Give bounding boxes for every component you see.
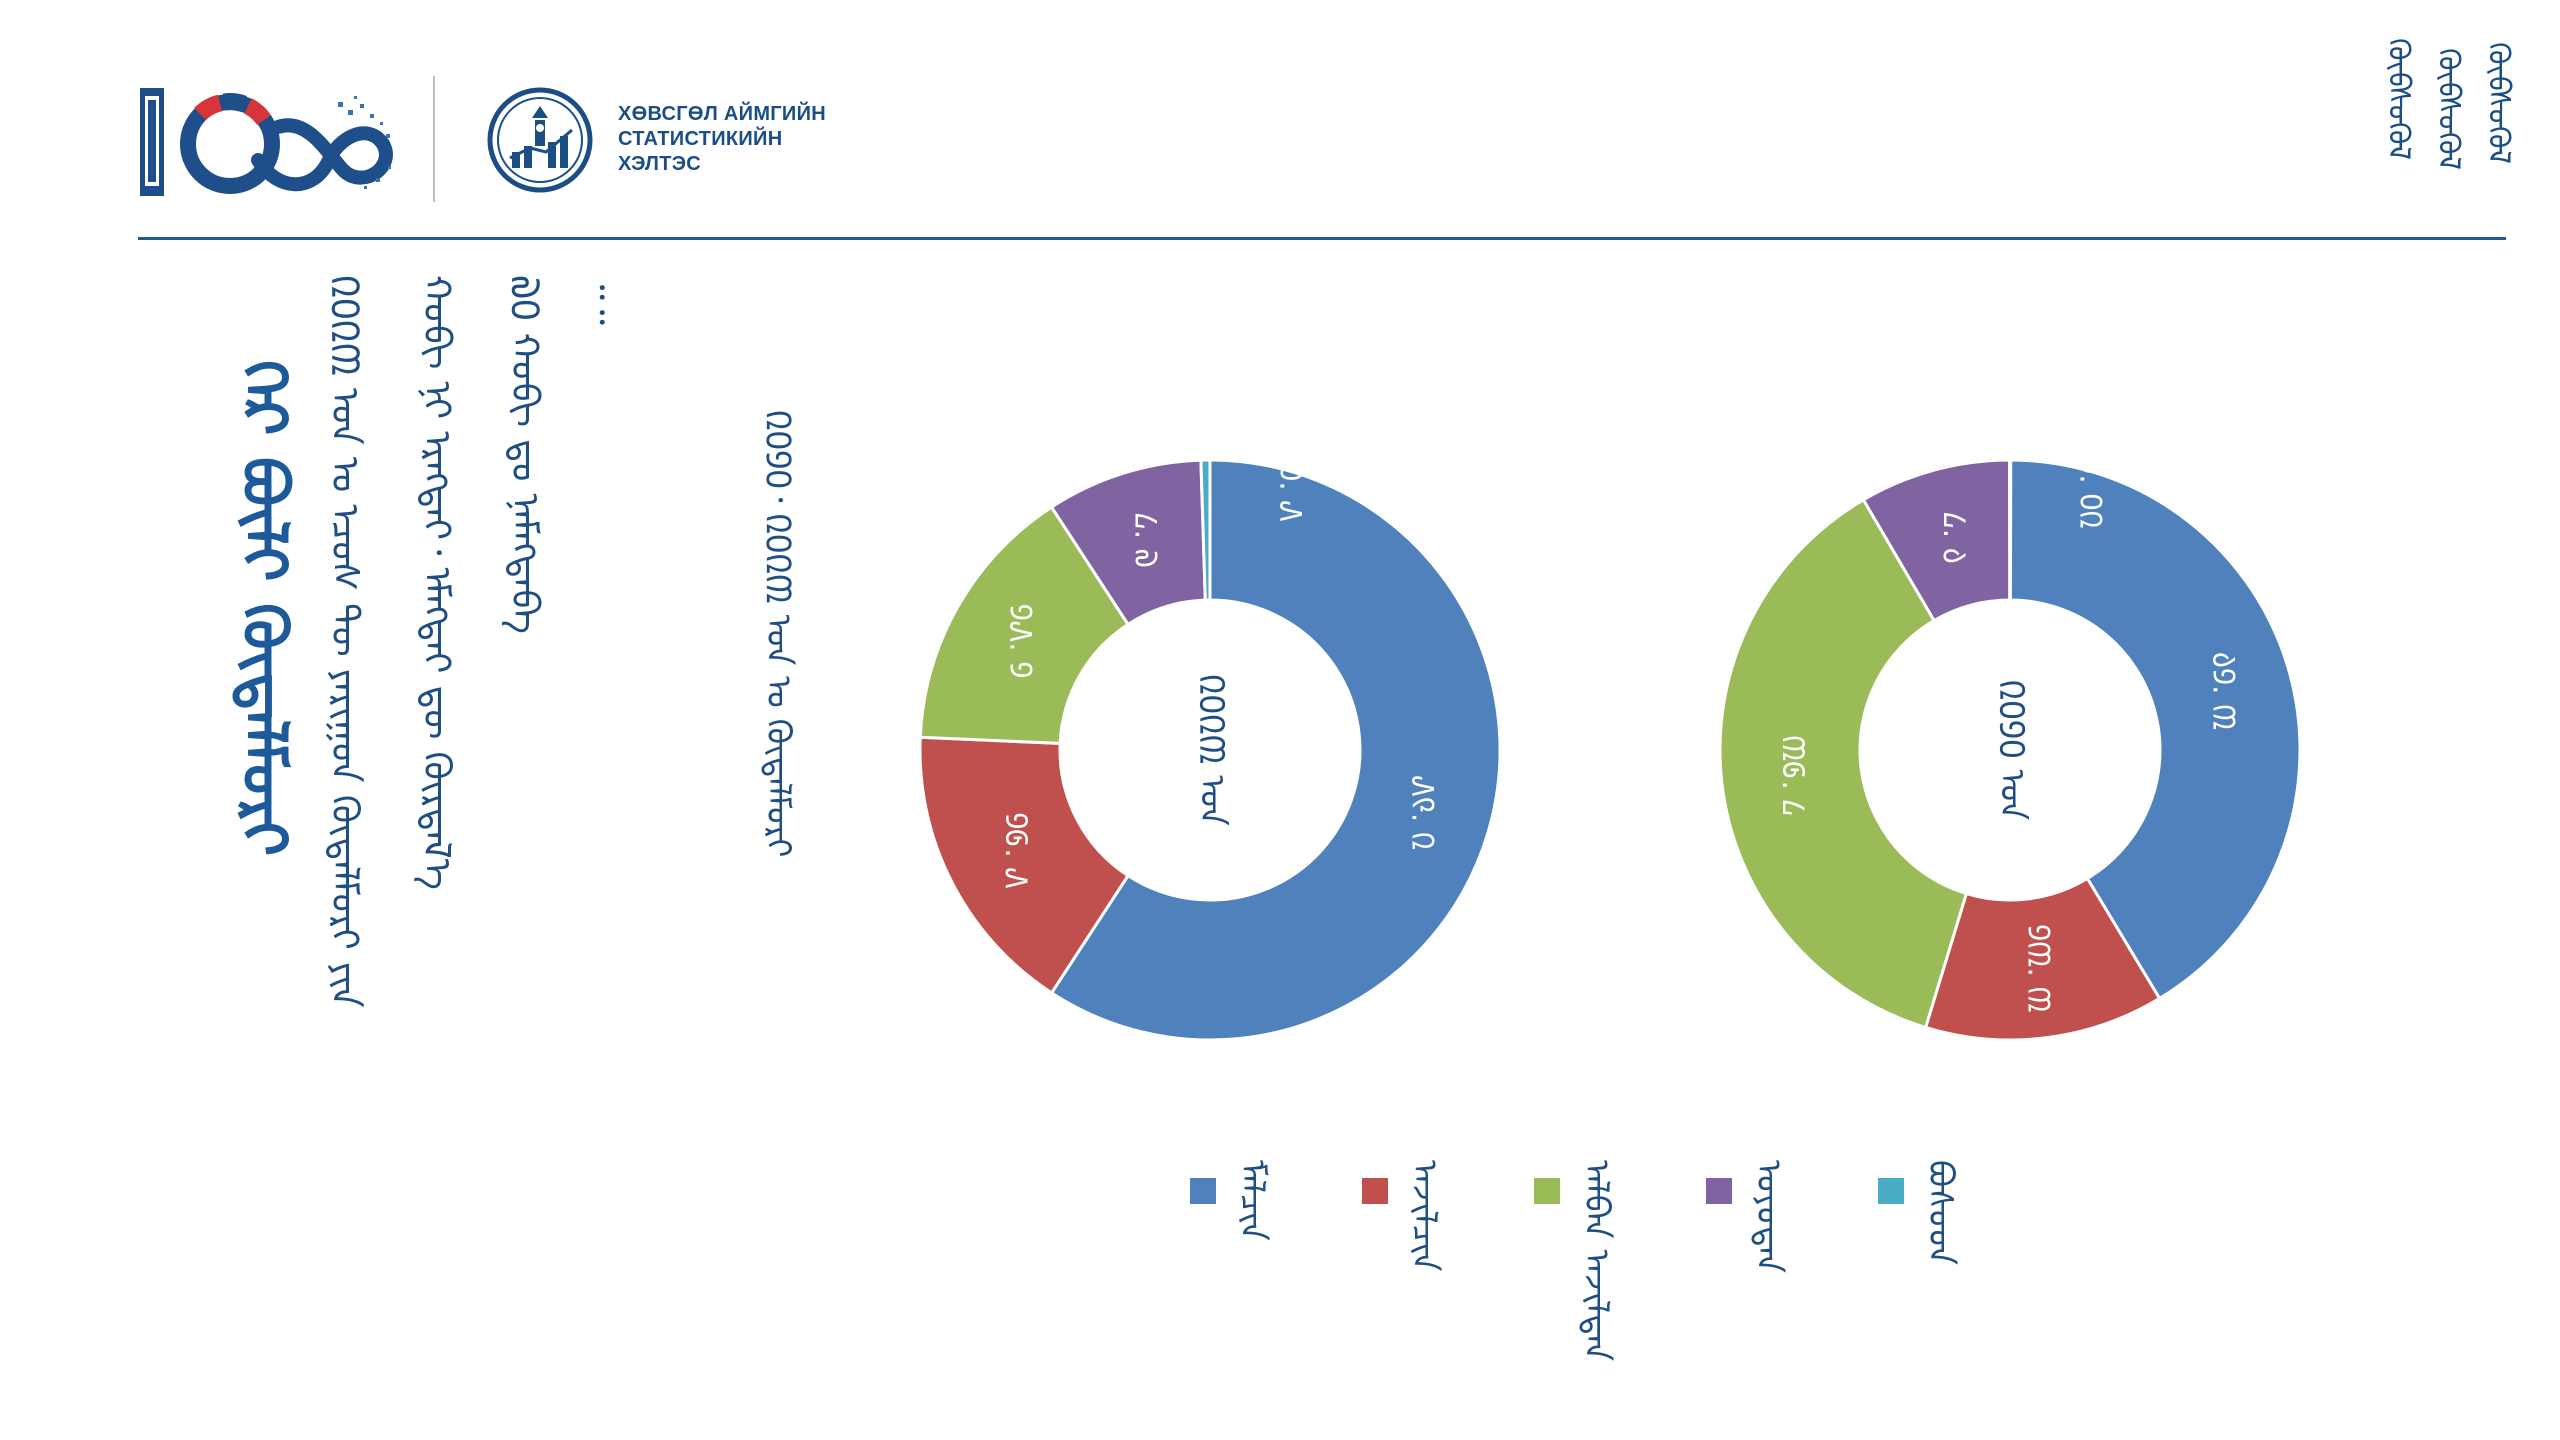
chart-2-slice-5 bbox=[2008, 458, 2013, 602]
legend-swatch bbox=[1878, 1178, 1904, 1204]
legend-label: ᠮᠠᠯᠴᠢᠨ bbox=[1232, 1160, 1272, 1241]
organization-name: ХӨВСГӨЛ АЙМГИЙН СТАТИСТИКИЙН ХЭЛТЭС bbox=[618, 102, 918, 177]
chart-2-slice-3 bbox=[1718, 497, 1969, 1030]
header-divider bbox=[433, 76, 435, 202]
slide-title: ᠭᠡᠷ ᠪᠦᠯᠢ ᠬᠥᠳᠡᠯᠮᠦᠷᠢ bbox=[228, 360, 301, 857]
legend-label: ᠠᠯᠪᠠᠨ ᠠᠵᠢᠯᠲᠠᠨ bbox=[1576, 1160, 1616, 1362]
chart-2-slice-2 bbox=[1923, 876, 2162, 1042]
donut-chart-2: ᠔᠑. ᠓ ᠑᠓. ᠓ ᠓᠖. ᠘ ᠘. ᠔ ᠐. ᠐᠒ ᠒᠐᠑᠐ ᠣᠨ bbox=[1718, 457, 2302, 1042]
chart-caption: ᠒᠐᠑᠐᠂ ᠒᠐᠒᠓ ᠣᠨ ᠤ ᠬᠥᠳᠡᠯᠮᠦᠷᠢ bbox=[758, 410, 798, 858]
chart-1-slice-1 bbox=[1049, 458, 1502, 1042]
chart-1-value-label-4: ᠘. ᠗ bbox=[1127, 513, 1162, 568]
legend-swatch bbox=[1534, 1178, 1560, 1204]
chart-1-value-label-3: ᠑᠕. ᠑ bbox=[1002, 604, 1037, 679]
chart-1-slice-3 bbox=[918, 505, 1131, 745]
legend-swatch bbox=[1190, 1178, 1216, 1204]
chart-2-value-label-5: ᠐. ᠐᠒ bbox=[2072, 457, 2107, 529]
chart-2-value-label-3: ᠓᠖. ᠘ bbox=[1775, 735, 1810, 816]
chart-1-value-label-2: ᠑᠖. ᠕ bbox=[998, 812, 1033, 889]
wordmark-line-3: ᠬᠥᠪᠰᠦᠭᠦᠯ bbox=[2481, 42, 2516, 164]
donut-charts: ᠕᠙. ᠒ ᠑᠖. ᠕ ᠑᠕. ᠑ ᠘. ᠗ ᠐. ᠕ ᠒᠐᠒᠓ ᠣᠨ ᠔᠑. ᠓ ᠑᠓. ᠓… bbox=[918, 457, 2302, 1042]
mongolian-script-wordmark: ᠬᠥᠪᠰᠦᠭᠦᠯ ᠬᠥᠪᠰᠦᠭᠦᠯ ᠬᠥᠪᠰᠦᠭᠦᠯ bbox=[2362, 38, 2516, 218]
chart-2-slice-1 bbox=[2008, 458, 2302, 1001]
chart-legend: ᠮᠠᠯᠴᠢᠨ ᠠᠵᠢᠯᠴᠢᠨ ᠠᠯᠪᠠᠨ ᠠᠵᠢᠯᠲᠠᠨ ᠣᠶᠤᠲᠠᠨ ᠪᠤᠰᠤᠳ bbox=[1190, 1160, 2090, 1361]
donut-chart-1: ᠕᠙. ᠒ ᠑᠖. ᠕ ᠑᠕. ᠑ ᠘. ᠗ ᠐. ᠕ ᠒᠐᠒᠓ ᠣᠨ bbox=[918, 458, 1502, 1042]
chart-2-center-title: ᠒᠐᠑᠐ ᠣᠨ bbox=[1992, 680, 2032, 821]
chart-2-value-label-1: ᠔᠑. ᠓ bbox=[2205, 652, 2240, 731]
org-name-line-1: ХӨВСГӨЛ АЙМГИЙН bbox=[618, 103, 827, 125]
legend-swatch bbox=[1362, 1178, 1388, 1204]
chart-1-value-label-1: ᠕᠙. ᠒ bbox=[1404, 775, 1439, 850]
centenary-100-logo bbox=[140, 88, 393, 196]
header-rule bbox=[138, 237, 2506, 240]
legend-label: ᠪᠤᠰᠤᠳ bbox=[1920, 1160, 1960, 1265]
paragraph-line-1: ᠒᠐᠒᠓ ᠣᠨ ᠤ ᠡᠴᠦᠰ ᠲᠦ ᠶᠠᠷᠢᠭᠤᠨ ᠬᠥᠳᠡᠯᠮᠦᠷᠢ ᠶᠢᠨ bbox=[323, 275, 367, 1008]
paragraph-line-4: ᠃᠃ bbox=[578, 275, 622, 326]
chart-1-slice-5 bbox=[1199, 458, 1212, 602]
legend-swatch bbox=[1706, 1178, 1732, 1204]
statistics-office-emblem bbox=[487, 87, 593, 193]
chart-1-center-title: ᠒᠐᠒᠓ ᠣᠨ bbox=[1192, 674, 1232, 826]
org-name-line-2: СТАТИСТИКИЙН bbox=[618, 128, 783, 150]
chart-1-value-label-5: ᠐. ᠕ bbox=[1272, 464, 1307, 522]
legend-label: ᠠᠵᠢᠯᠴᠢᠨ bbox=[1404, 1160, 1444, 1272]
chart-2-value-label-2: ᠑᠓. ᠓ bbox=[2021, 924, 2056, 1013]
wordmark-line-2: ᠬᠥᠪᠰᠦᠭᠦᠯ bbox=[2431, 48, 2466, 170]
wordmark-line-1: ᠬᠥᠪᠰᠦᠭᠦᠯ bbox=[2381, 38, 2416, 160]
org-name-line-3: ХЭЛТЭС bbox=[618, 153, 702, 175]
paragraph-line-3: ᠗᠐ ᠬᠤᠪᠢ ᠳᠤ ᠨᠡᠮᠡᠭᠳᠡᠪᠡ bbox=[503, 275, 547, 634]
legend-label: ᠣᠶᠤᠲᠠᠨ bbox=[1748, 1160, 1788, 1273]
chart-1-slice-2 bbox=[918, 735, 1131, 995]
chart-2-value-label-4: ᠘. ᠔ bbox=[1936, 512, 1971, 564]
paragraph-line-2: ᠬᠤᠪᠢ ᠨᠢ ᠡᠷᠡᠭᠲᠡᠢ᠂ ᠡᠮᠡᠭᠲᠡᠢ ᠳᠦ ᠬᠦᠷᠲᠡᠯ᠎ᠡ bbox=[415, 275, 459, 890]
